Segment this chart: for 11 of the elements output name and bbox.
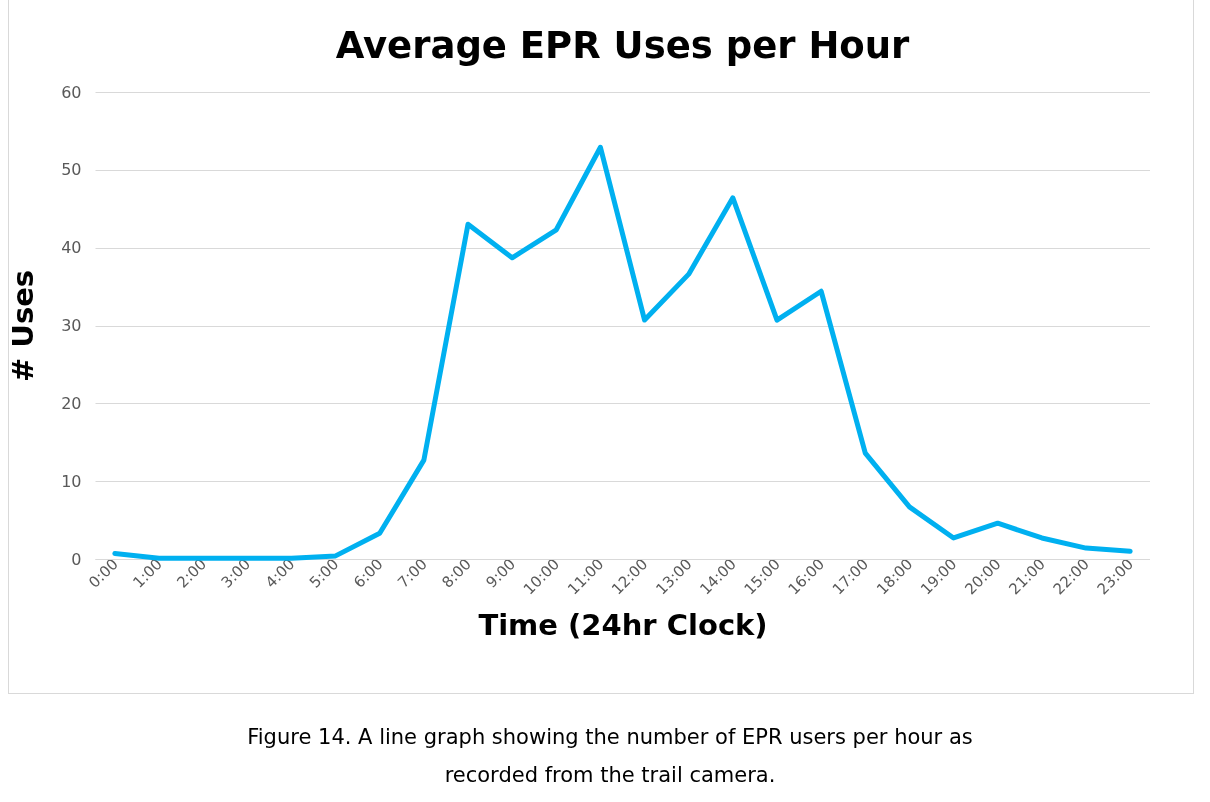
y-tick-label: 0 [71,549,82,569]
y-tick-label: 30 [61,316,82,335]
caption: Figure 14. A line graph showing the number of EPR users per hour as recorded from the trail camera. [246,724,974,789]
y-axis-title: # Uses [6,269,41,383]
y-tick-label: 60 [61,82,82,102]
x-axis-title: Time (24hr Clock) [478,607,768,642]
chart-title: Average EPR Uses per Hour [335,24,911,67]
y-tick-label: 20 [61,393,82,413]
y-tick-label: 50 [61,160,82,180]
y-tick-label: 10 [61,471,82,491]
y-tick-label: 40 [61,238,82,258]
